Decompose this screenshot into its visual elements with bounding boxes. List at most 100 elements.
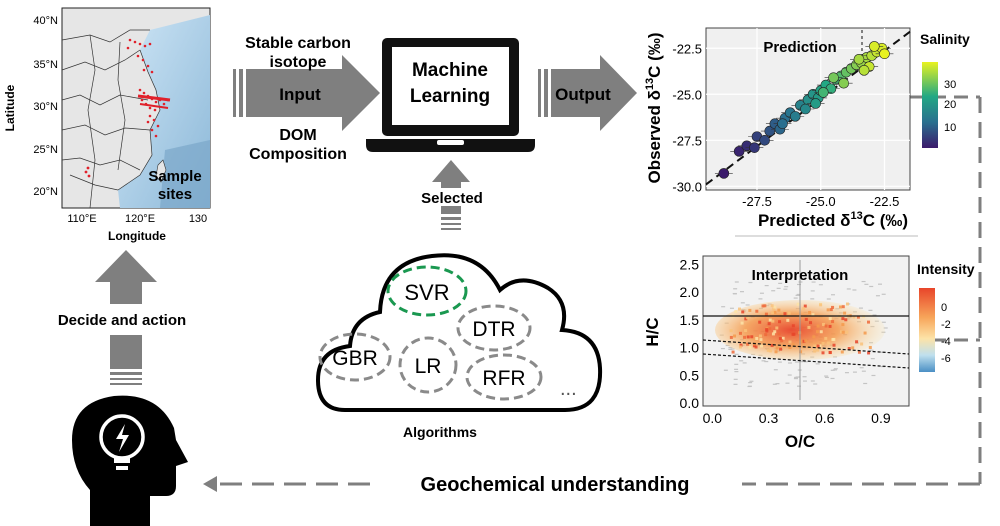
heat-mark [740, 321, 744, 325]
heat-mark [841, 330, 845, 334]
heat-mark [818, 344, 822, 348]
heat-mark [841, 323, 845, 327]
lon-ticks: 110°E 120°E 130 [67, 213, 207, 225]
heat-mark [777, 332, 781, 336]
heat-mark [752, 344, 756, 348]
prediction-xtick-1: -25.0 [806, 194, 836, 209]
heat-mark [737, 307, 741, 311]
heat-mark [831, 320, 835, 324]
heat-mark [831, 338, 835, 342]
heat-mark [755, 336, 759, 340]
heat-mark [746, 335, 750, 339]
heat-mark [808, 310, 812, 314]
heat-mark [733, 334, 737, 338]
heat-mark [734, 310, 738, 314]
output-arrow: Output [538, 55, 637, 131]
interpretation-hot-points [729, 302, 872, 355]
prediction-ytick-3: -30.0 [672, 179, 702, 194]
heat-mark [754, 345, 758, 349]
interpretation-xtick-1: 0.3 [759, 410, 779, 426]
heat-mark [868, 345, 872, 349]
svg-text:110°E: 110°E [67, 213, 96, 225]
svg-text:20°N: 20°N [33, 186, 58, 198]
heat-mark [787, 311, 791, 315]
heat-mark [778, 320, 782, 324]
heat-mark [771, 332, 775, 336]
algo-gbr-ring [318, 332, 392, 382]
heat-mark [832, 343, 836, 347]
prediction-ylabel: Observed δ13C (‰) [644, 32, 664, 183]
heat-mark [828, 317, 832, 321]
algo-lr-ring [398, 336, 458, 394]
heat-mark [824, 336, 828, 340]
heat-mark [788, 340, 792, 344]
interpretation-chart: Interpretation 0.0 0.3 0.6 0.9 2.5 2.0 1.5 1.0… [643, 255, 975, 451]
legend-sample-line1: Sample [148, 168, 201, 185]
map-panel: Sample sites 40°N 35°N 30°N 25°N 20°N 11… [3, 7, 211, 243]
svg-text:120°E: 120°E [125, 213, 155, 225]
prediction-xlabel: Predicted δ13C (‰) [758, 210, 908, 230]
svg-text:30: 30 [944, 79, 956, 91]
svg-text:10: 10 [944, 122, 956, 134]
interpretation-x-ticks: 0.0 0.3 0.6 0.9 [703, 410, 891, 426]
heat-mark [841, 305, 845, 309]
prediction-point-35 [810, 98, 821, 109]
heat-mark [828, 350, 832, 354]
heat-mark [813, 349, 817, 353]
prediction-point-36 [777, 118, 788, 130]
heat-mark [863, 331, 867, 335]
heat-mark [758, 320, 762, 324]
heat-mark [796, 302, 800, 306]
svg-text:-6: -6 [941, 353, 951, 365]
interpretation-xtick-3: 0.9 [871, 410, 891, 426]
heat-mark [760, 344, 764, 348]
heat-mark [839, 305, 843, 309]
input-bottom-line2: Composition [249, 146, 347, 163]
algo-rfr: RFR [482, 367, 525, 390]
algorithms-label: Algorithms [403, 424, 477, 440]
algo-lr: LR [415, 355, 442, 378]
heat-mark [744, 317, 748, 321]
decide-arrow [95, 250, 157, 385]
heat-mark [802, 339, 806, 343]
salinity-colorbar [922, 62, 938, 148]
algo-rfr-ring [465, 353, 543, 401]
heat-mark [811, 313, 815, 317]
legend-sample-line2: sites [158, 186, 192, 203]
heat-mark [755, 309, 759, 313]
heat-mark [816, 348, 820, 352]
heat-mark [791, 324, 795, 328]
interpretation-xtick-0: 0.0 [703, 410, 723, 426]
heat-mark [855, 340, 859, 344]
heat-mark [739, 343, 743, 347]
heat-mark [867, 320, 871, 324]
algo-svr: SVR [404, 280, 449, 305]
heat-mark [779, 347, 783, 351]
heat-mark [783, 312, 787, 316]
heat-mark [772, 307, 776, 311]
heat-mark [828, 324, 832, 328]
prediction-ytick-0: -22.5 [672, 41, 702, 56]
heat-mark [824, 324, 828, 328]
heat-mark [777, 308, 781, 312]
heat-mark [867, 351, 871, 355]
latitude-label: Latitude [3, 84, 17, 131]
svg-text:Predicted δ13C (‰): Predicted δ13C (‰) [758, 210, 908, 230]
prediction-point-32 [853, 53, 865, 65]
heat-mark [831, 305, 835, 309]
heat-mark [804, 339, 808, 343]
input-arrow: Input [233, 55, 380, 131]
heat-mark [761, 304, 765, 308]
svg-text:35°N: 35°N [33, 59, 58, 71]
heat-mark [791, 342, 795, 346]
heat-mark [773, 330, 777, 334]
heat-mark [741, 310, 745, 314]
input-top-line2: isotope [270, 54, 327, 71]
heat-mark [826, 308, 830, 312]
selected-label: Selected [421, 190, 483, 207]
prediction-point-30 [879, 48, 890, 60]
heat-mark [767, 322, 771, 326]
laptop-icon: Machine Learning [366, 38, 535, 152]
prediction-point-13 [800, 103, 811, 115]
ml-line2: Learning [410, 86, 490, 107]
